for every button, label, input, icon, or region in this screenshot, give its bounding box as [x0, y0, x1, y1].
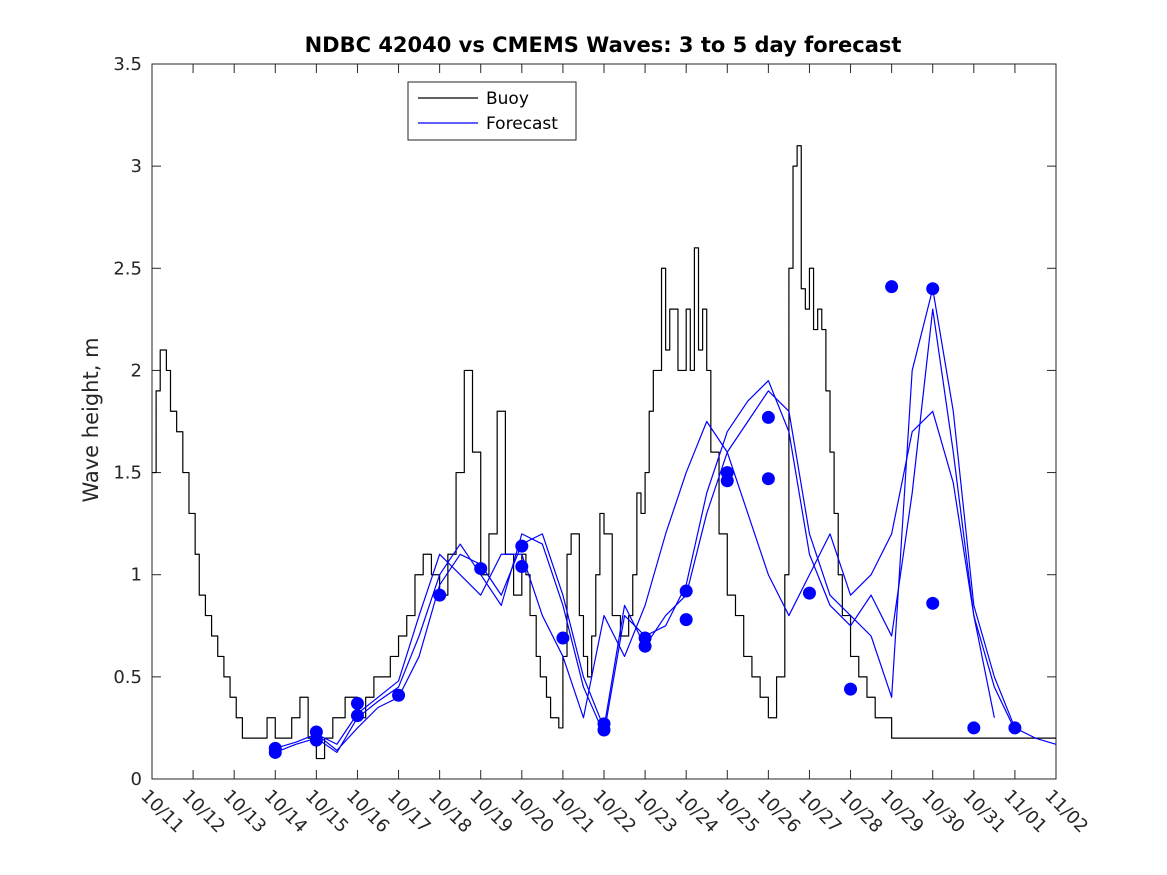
plot-area: [151, 63, 1057, 780]
legend-box: [407, 81, 577, 141]
forecast-series-line: [275, 288, 1057, 751]
y-tick-label: 3: [131, 156, 142, 177]
x-tick-label: 10/16: [342, 786, 394, 838]
x-tick-label: 10/17: [383, 786, 435, 838]
y-tick-label: 1: [131, 565, 142, 586]
x-tick-label: 10/15: [301, 786, 353, 838]
forecast-marker: [885, 280, 899, 294]
forecast-marker: [679, 613, 693, 627]
forecast-marker: [268, 745, 282, 759]
x-tick-label: 11/02: [1040, 786, 1092, 838]
x-tick-label: 10/31: [958, 786, 1010, 838]
y-tick-label: 1.5: [113, 463, 142, 484]
forecast-marker: [720, 474, 734, 488]
forecast-marker: [350, 709, 364, 723]
forecast-marker: [638, 639, 652, 653]
x-tick-label: 10/21: [547, 786, 599, 838]
x-tick-label: 10/14: [260, 786, 312, 838]
forecast-marker: [802, 586, 816, 600]
y-axis-label: Wave height, m: [79, 337, 103, 502]
x-tick-label: 10/18: [424, 786, 476, 838]
forecast-marker: [515, 560, 529, 574]
y-axis: 0 0.5 1 1.5 2 2.5 3 3.5: [113, 54, 1056, 790]
forecast-marker: [761, 410, 775, 424]
forecast-marker: [844, 682, 858, 696]
forecast-marker: [350, 696, 364, 710]
y-tick-label: 2: [131, 360, 142, 381]
x-tick-label: 10/30: [917, 786, 969, 838]
x-tick-label: 11/01: [999, 786, 1051, 838]
forecast-marker: [679, 584, 693, 598]
buoy-series-line: [152, 145, 1056, 760]
forecast-marker: [433, 588, 447, 602]
forecast-marker: [392, 688, 406, 702]
legend: Buoy Forecast: [407, 81, 577, 141]
x-tick-label: 10/11: [136, 786, 188, 838]
forecast-marker: [967, 721, 981, 735]
legend-label: Forecast: [486, 114, 558, 134]
forecast-marker: [761, 472, 775, 486]
x-tick-label: 10/19: [465, 786, 517, 838]
y-tick-label: 3.5: [113, 54, 142, 75]
forecast-marker: [309, 733, 323, 747]
x-tick-label: 10/20: [506, 786, 558, 838]
x-tick-label: 10/24: [671, 786, 723, 838]
x-tick-label: 10/13: [219, 786, 271, 838]
x-tick-label: 10/23: [630, 786, 682, 838]
x-tick-label: 10/28: [835, 786, 887, 838]
forecast-marker: [474, 562, 488, 576]
forecast-marker: [515, 539, 529, 553]
forecast-series-line: [316, 410, 995, 745]
x-tick-label: 10/29: [876, 786, 928, 838]
x-tick-label: 10/27: [794, 786, 846, 838]
forecast-marker: [926, 596, 940, 610]
x-tick-label: 10/12: [178, 786, 230, 838]
x-tick-label: 10/22: [588, 786, 640, 838]
x-tick-label: 10/25: [712, 786, 764, 838]
series-layer: [152, 145, 1057, 760]
y-tick-label: 0: [131, 769, 142, 790]
forecast-marker: [1008, 721, 1022, 735]
forecast-marker: [556, 631, 570, 645]
y-tick-label: 2.5: [113, 258, 142, 279]
forecast-marker: [597, 723, 611, 737]
chart-title: NDBC 42040 vs CMEMS Waves: 3 to 5 day fo…: [305, 33, 902, 57]
forecast-marker: [926, 282, 940, 296]
x-tick-label: 10/26: [753, 786, 805, 838]
legend-label: Buoy: [486, 89, 529, 109]
plot-frame: [151, 63, 1057, 780]
y-tick-label: 0.5: [113, 667, 142, 688]
